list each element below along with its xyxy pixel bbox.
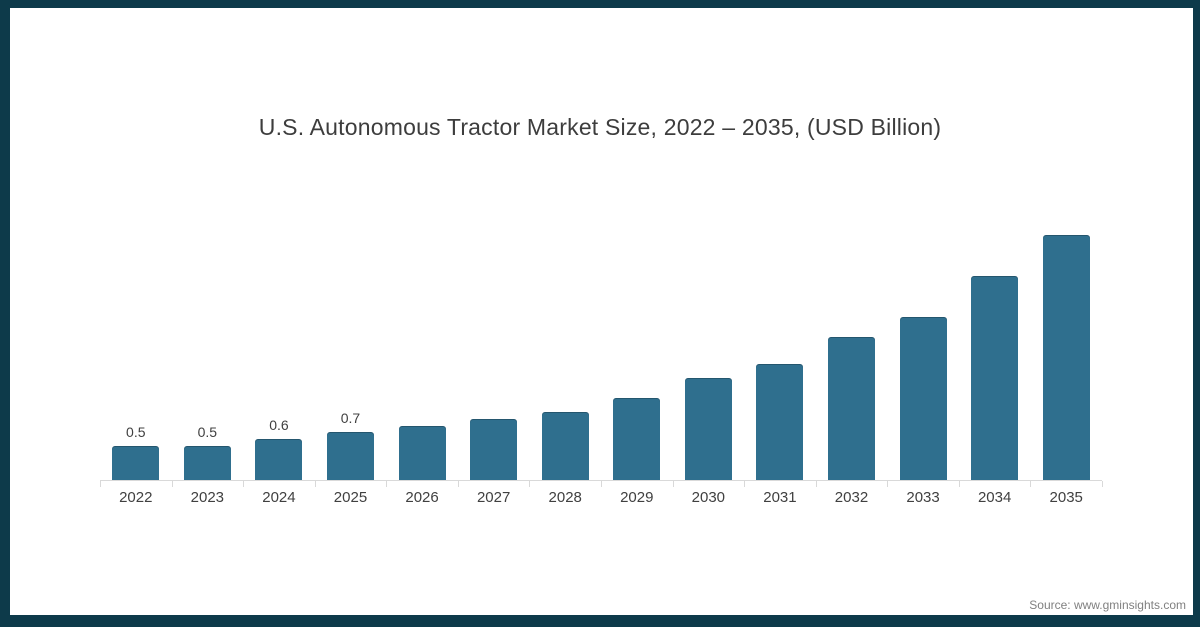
- bar: [828, 337, 875, 480]
- x-axis-tick-label: 2033: [906, 489, 940, 506]
- bar-chart: 0.5 2022 0.5 2023 0.6 2024 0.7 2025 2026 2027 2028…: [100, 199, 1103, 506]
- bar-value-label: 0.5: [197, 424, 218, 440]
- axis-tick: [529, 481, 531, 487]
- axis-tick: [958, 481, 960, 487]
- bar: [541, 412, 589, 480]
- bar: [398, 425, 446, 480]
- axis-tick: [100, 481, 101, 487]
- axis-tick: [314, 481, 316, 487]
- x-axis-tick-label: 2034: [977, 489, 1012, 506]
- bar: [684, 378, 732, 480]
- x-axis-tick-label: 2026: [405, 489, 439, 506]
- source-attribution: Source: www.gminsights.com: [1029, 598, 1186, 612]
- bar-value-label: 0.5: [126, 424, 146, 440]
- bar: [899, 316, 947, 480]
- axis-tick: [672, 481, 674, 487]
- x-axis-tick-label: 2029: [620, 489, 654, 506]
- axis-tick: [815, 481, 817, 487]
- bar-value-label: 0.6: [269, 417, 289, 434]
- axis-tick: [744, 481, 746, 487]
- x-axis-tick-label: 2023: [190, 489, 225, 506]
- x-axis-tick-label: 2022: [119, 489, 153, 506]
- axis-tick: [1030, 481, 1032, 487]
- x-axis-line: [100, 480, 1102, 481]
- x-axis-tick-label: 2027: [476, 489, 511, 506]
- bar: [613, 398, 661, 480]
- axis-tick: [1102, 481, 1103, 487]
- axis-tick: [171, 481, 173, 487]
- bar: [112, 446, 160, 480]
- chart-title: U.S. Autonomous Tractor Market Size, 202…: [258, 114, 942, 140]
- x-axis-tick-label: 2028: [548, 489, 582, 506]
- bar: [327, 432, 374, 480]
- x-axis-tick-label: 2024: [262, 489, 296, 506]
- axis-tick: [457, 481, 459, 487]
- bar: [183, 446, 231, 480]
- bar: [756, 364, 804, 480]
- bar: [255, 439, 303, 480]
- bar: [470, 418, 518, 480]
- x-axis-tick-label: 2032: [834, 489, 869, 506]
- axis-tick: [601, 481, 602, 487]
- x-axis-tick-label: 2031: [763, 489, 797, 506]
- x-axis-tick-label: 2025: [333, 489, 368, 506]
- bar: [971, 276, 1019, 480]
- bar: [1042, 235, 1090, 480]
- axis-tick: [243, 481, 245, 487]
- axis-tick: [887, 481, 889, 487]
- x-axis-tick-label: 2035: [1049, 489, 1083, 506]
- bar-value-label: 0.7: [340, 410, 361, 427]
- x-axis-tick-label: 2030: [691, 489, 726, 506]
- axis-tick: [386, 481, 388, 487]
